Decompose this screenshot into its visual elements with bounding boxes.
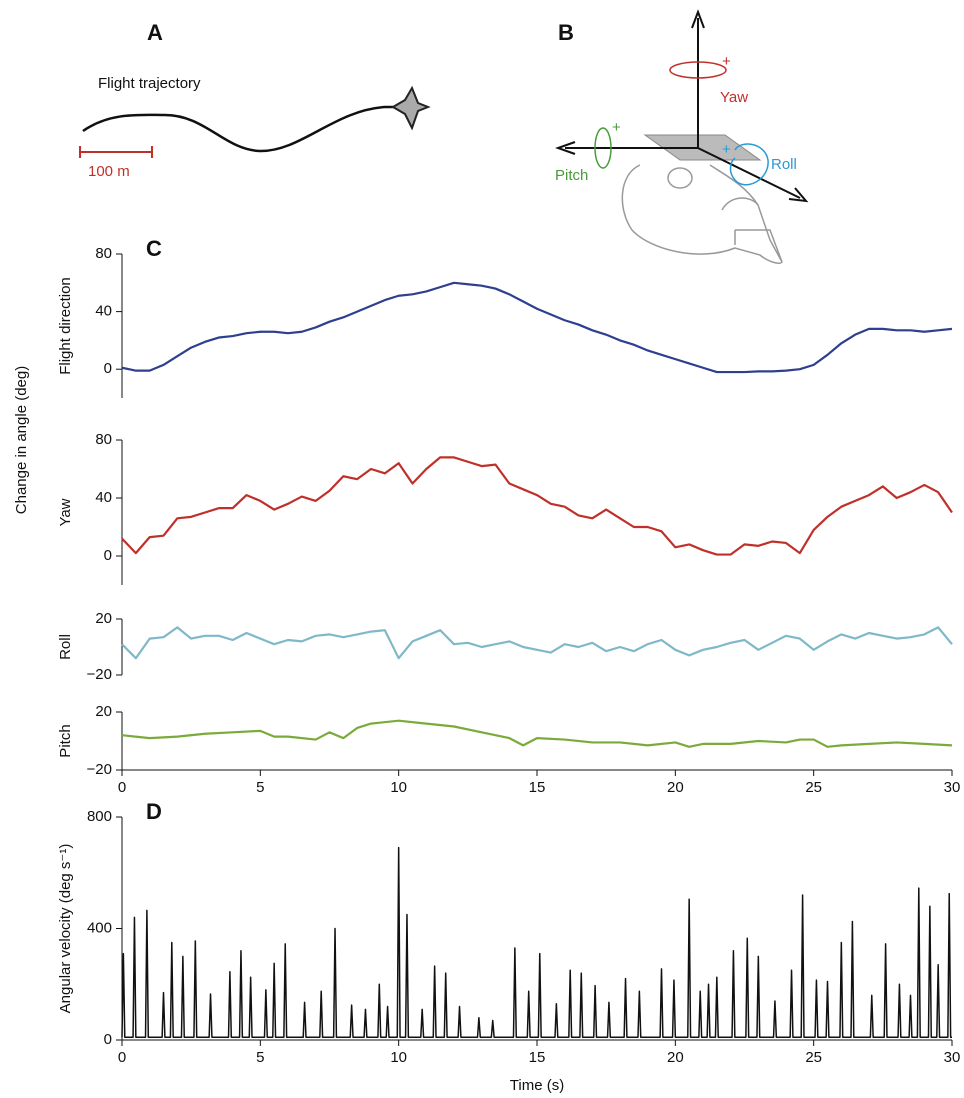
y-tick-label: 0 [104, 547, 112, 564]
pitch-arrow [594, 127, 612, 169]
y-tick-label: 0 [104, 360, 112, 377]
y-tick-label: −20 [87, 761, 112, 778]
axis-name: Roll [771, 156, 797, 173]
x-tick-label: 0 [118, 779, 126, 796]
y-tick-label: 40 [95, 303, 112, 320]
x-tick-label: 20 [667, 779, 684, 796]
panel-label: C [146, 236, 162, 261]
x-tick-label: 0 [118, 1049, 126, 1066]
eye [667, 167, 693, 189]
trajectory [82, 105, 395, 153]
y-axis-label: Roll [57, 634, 74, 660]
x-tick-label: 10 [390, 779, 407, 796]
x-tick-label: 25 [805, 1049, 822, 1066]
x-tick-label: 5 [256, 779, 264, 796]
y-tick-label: −20 [87, 666, 112, 683]
panel-label: B [558, 20, 574, 45]
x-tick-label: 10 [390, 1049, 407, 1066]
axis-name: Pitch [555, 167, 588, 184]
shared-y-axis-label: Change in angle (deg) [13, 366, 30, 514]
y-axis-label: Yaw [57, 498, 74, 526]
y-tick-label: 20 [95, 703, 112, 720]
y-tick-label: 80 [95, 245, 112, 262]
y-axis-label: Angular velocity (deg s⁻¹) [57, 844, 74, 1014]
x-tick-label: 25 [805, 779, 822, 796]
bird-icon [391, 85, 431, 131]
scale-bar [79, 146, 153, 158]
panel-label: A [147, 20, 163, 45]
scale-label: 100 m [88, 163, 130, 180]
axis-name: Yaw [720, 89, 748, 106]
yaw-axis [691, 9, 705, 148]
line [121, 846, 952, 1038]
line [121, 456, 953, 556]
x-tick-label: 30 [944, 1049, 961, 1066]
x-axis-label: Time (s) [510, 1077, 564, 1094]
roll-arrow [729, 143, 769, 186]
panel-a: A Flight trajectory 100 m [79, 20, 431, 180]
y-tick-label: 80 [95, 431, 112, 448]
line [121, 719, 953, 748]
diagram-title: Flight trajectory [98, 75, 201, 92]
pitch-axis [554, 141, 698, 155]
y-axis-label: Pitch [57, 724, 74, 757]
x-tick-label: 30 [944, 779, 961, 796]
y-tick-label: 800 [87, 808, 112, 825]
x-tick-label: 15 [529, 779, 546, 796]
roll-axis [697, 147, 809, 203]
sign: + [722, 141, 731, 158]
y-axis-label: Flight direction [57, 277, 74, 375]
sign: + [612, 119, 621, 136]
y-tick-label: 20 [95, 610, 112, 627]
y-tick-label: 0 [104, 1031, 112, 1048]
panel-b: B + Yaw + Pitch + Roll [554, 9, 809, 264]
head-outline [621, 164, 783, 264]
x-tick-label: 15 [529, 1049, 546, 1066]
beak [721, 197, 783, 263]
line [121, 626, 953, 660]
x-tick-label: 5 [256, 1049, 264, 1066]
sign: + [722, 53, 731, 70]
panel-label: D [146, 799, 162, 824]
y-tick-label: 400 [87, 919, 112, 936]
x-tick-label: 20 [667, 1049, 684, 1066]
yaw-arrow [669, 61, 727, 79]
line [121, 281, 953, 374]
y-tick-label: 40 [95, 489, 112, 506]
